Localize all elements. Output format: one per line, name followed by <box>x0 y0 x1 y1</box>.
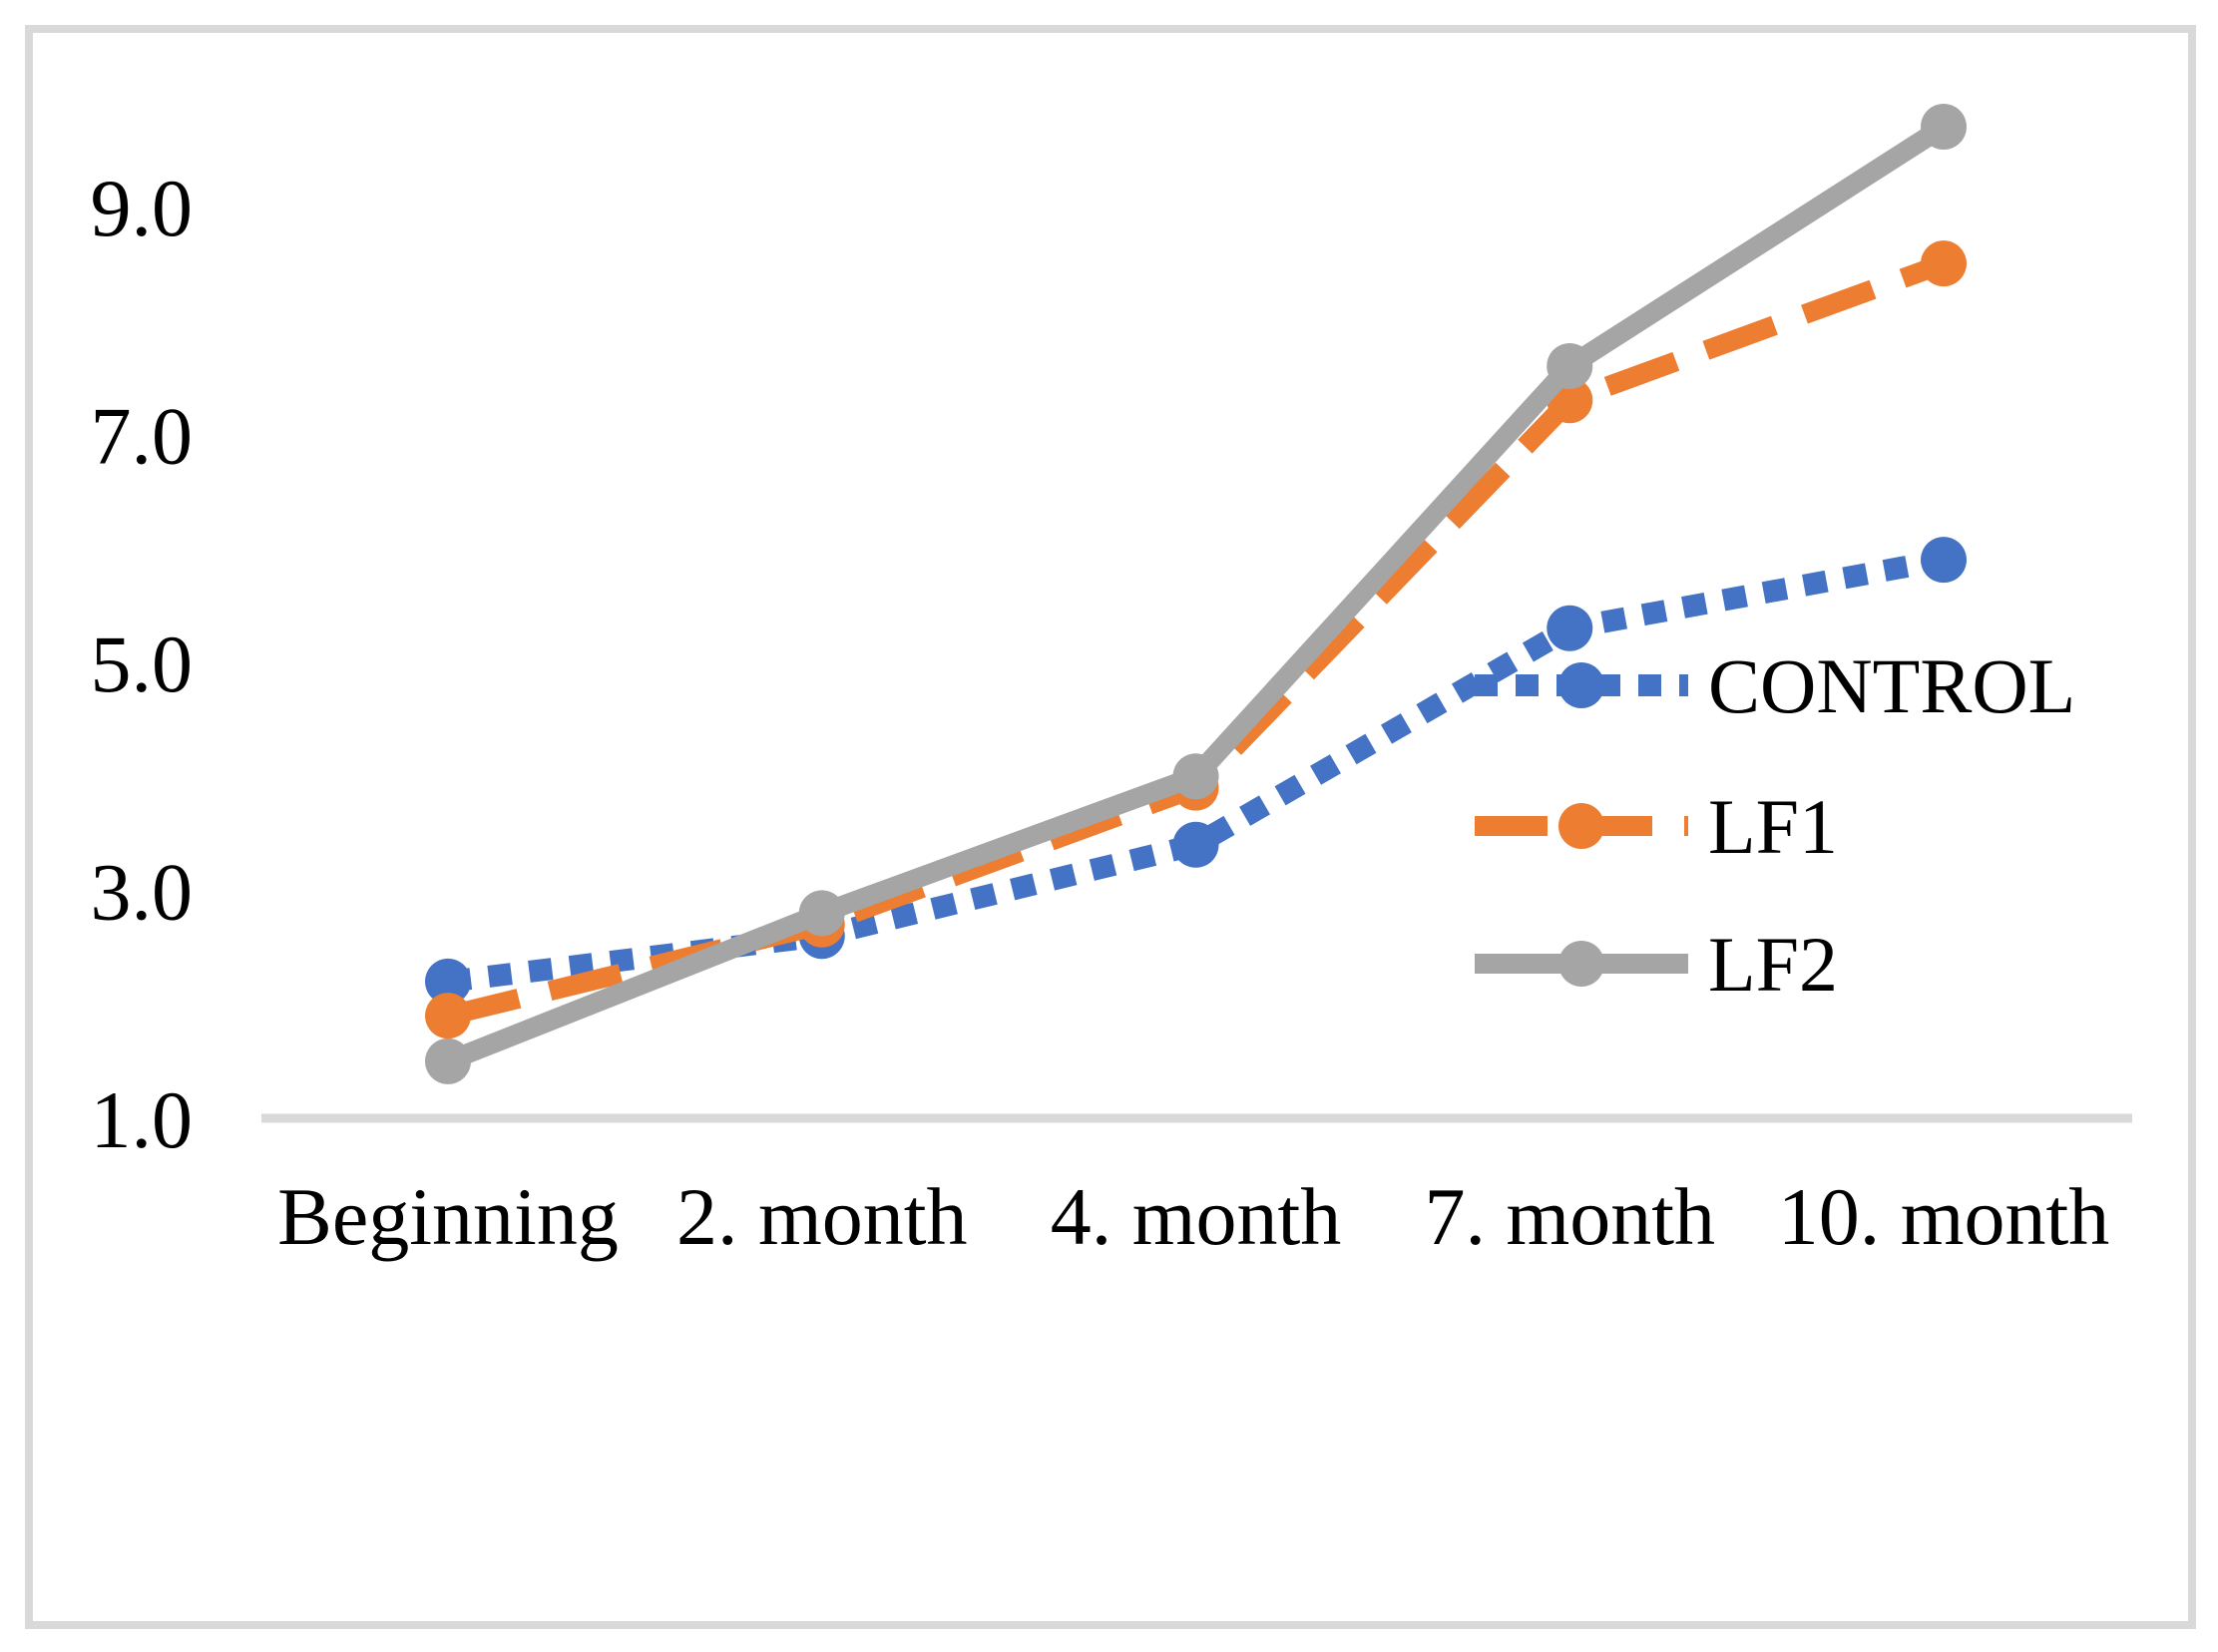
series-marker-control <box>425 958 471 1005</box>
series-marker-lf2 <box>1172 753 1219 800</box>
x-axis-label: 2. month <box>676 1171 968 1262</box>
y-tick-label: 3.0 <box>91 847 194 938</box>
series-marker-lf2 <box>1921 104 1967 151</box>
legend: CONTROL LF1 LF2 <box>1475 642 2075 1008</box>
x-axis-label: 10. month <box>1778 1171 2110 1262</box>
legend-item-lf1: LF1 <box>1475 783 1838 870</box>
x-axis-label: 7. month <box>1424 1171 1715 1262</box>
y-axis-tick-labels: 9.0 7.0 5.0 3.0 1.0 <box>91 163 194 1165</box>
y-tick-label: 7.0 <box>91 391 194 482</box>
series-marker-lf2 <box>425 1037 471 1084</box>
y-tick-label: 5.0 <box>91 619 194 709</box>
legend-marker <box>1558 662 1604 708</box>
y-tick-label: 9.0 <box>91 163 194 253</box>
series-marker-control <box>1172 821 1219 868</box>
x-axis-label: 4. month <box>1051 1171 1342 1262</box>
series-marker-lf2 <box>798 890 845 937</box>
legend-marker <box>1558 803 1604 849</box>
series-marker-control <box>1547 605 1593 651</box>
x-axis-label: Beginning <box>277 1171 619 1262</box>
series-group <box>425 104 1967 1084</box>
series-marker-lf1 <box>1921 240 1967 287</box>
series-marker-lf2 <box>1547 342 1593 389</box>
legend-label: LF2 <box>1708 921 1838 1008</box>
series-line-lf1 <box>445 253 1948 1026</box>
series-lf1 <box>425 240 1967 1039</box>
series-lf2 <box>425 104 1967 1084</box>
x-axis-category-labels: Beginning 2. month 4. month 7. month 10. mon… <box>277 1171 2109 1262</box>
legend-label: LF1 <box>1708 783 1838 870</box>
legend-label: CONTROL <box>1708 642 2075 729</box>
figure-border <box>25 25 2196 1629</box>
y-tick-label: 1.0 <box>91 1074 194 1165</box>
legend-item-lf2: LF2 <box>1475 921 1838 1008</box>
legend-item-control: CONTROL <box>1475 642 2075 729</box>
legend-marker <box>1558 941 1604 987</box>
series-marker-control <box>1921 537 1967 584</box>
series-marker-lf1 <box>425 993 471 1039</box>
